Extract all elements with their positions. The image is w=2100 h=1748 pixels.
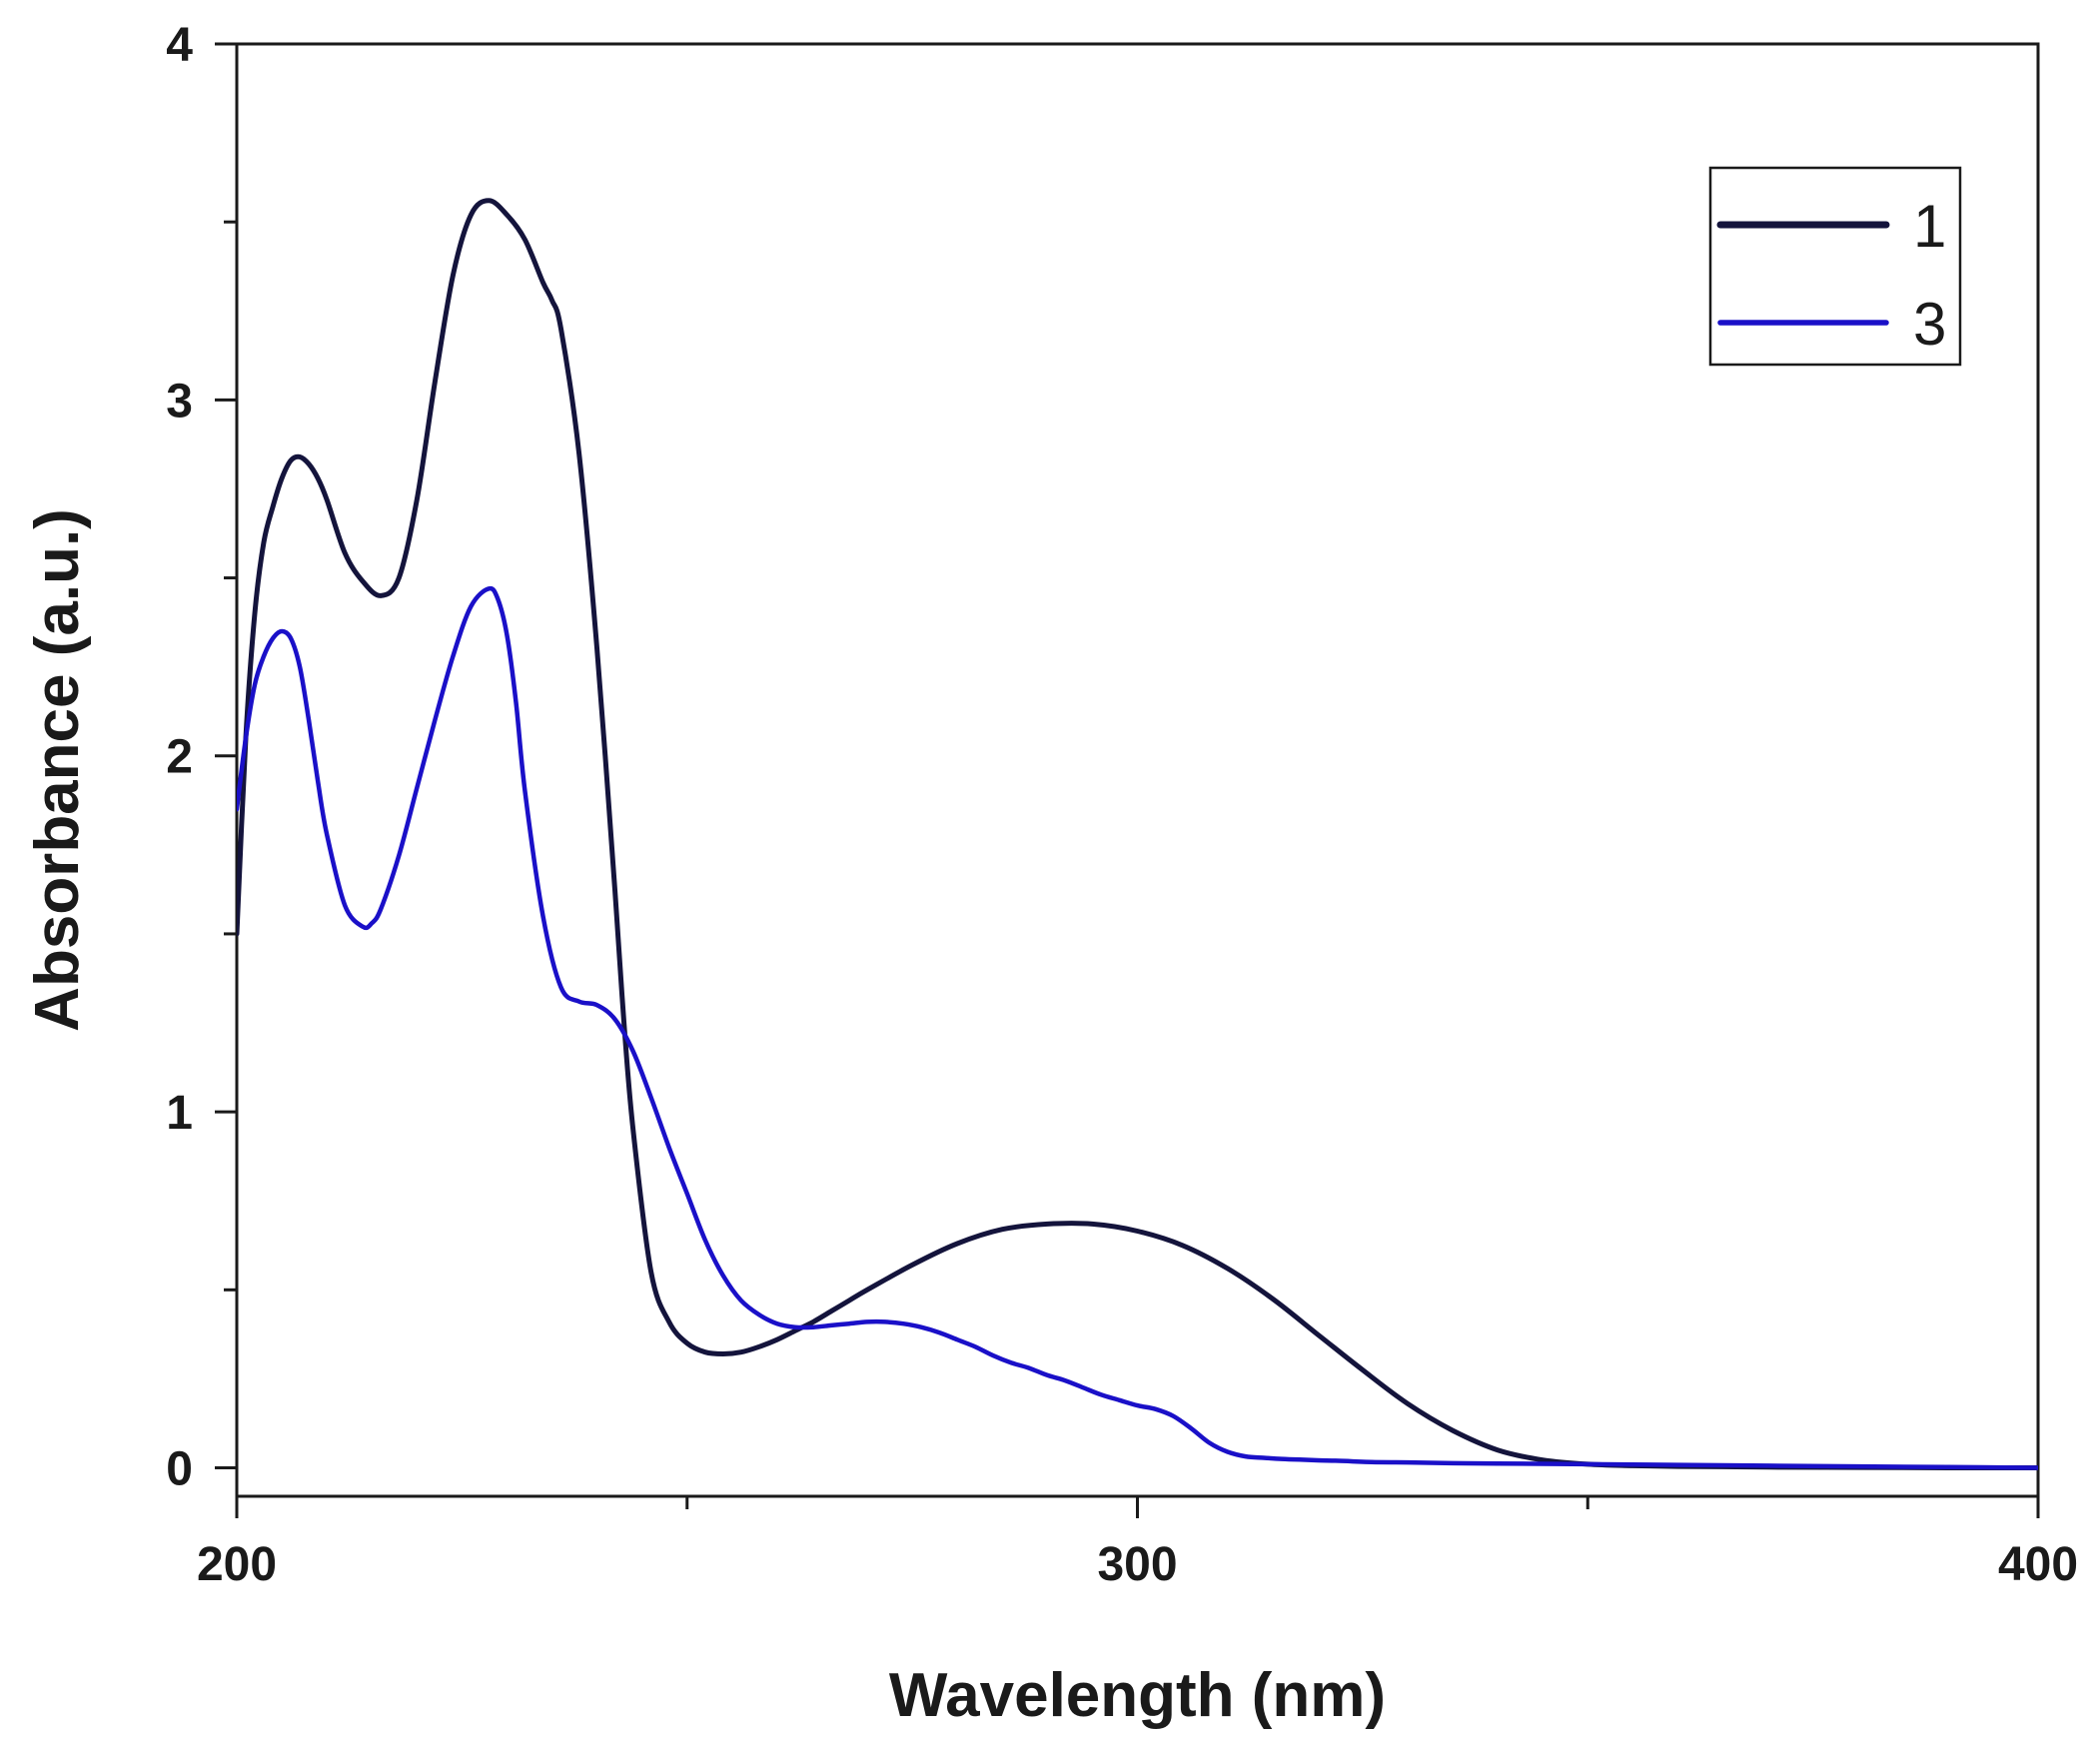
series-line-1 bbox=[237, 198, 2038, 1471]
x-axis-title: Wavelength (nm) bbox=[889, 1661, 1386, 1730]
y-tick-label: 4 bbox=[166, 19, 193, 72]
y-tick-label: 2 bbox=[166, 731, 193, 784]
x-tick-label: 300 bbox=[1097, 1538, 1177, 1591]
y-tick-label: 3 bbox=[166, 375, 193, 428]
y-tick-label: 0 bbox=[166, 1442, 193, 1495]
y-tick-label: 1 bbox=[166, 1087, 193, 1140]
legend: 13 bbox=[1708, 166, 1962, 367]
x-axis: 200 300 400 bbox=[197, 1496, 2078, 1591]
legend-label-3: 3 bbox=[1913, 291, 1946, 358]
y-axis-title: Absorbance (a.u.) bbox=[23, 508, 92, 1032]
y-axis: 0 1 2 3 4 bbox=[166, 19, 237, 1495]
x-tick-label: 200 bbox=[197, 1538, 277, 1591]
series-line-3 bbox=[237, 585, 2038, 1470]
legend-label-1: 1 bbox=[1913, 193, 1946, 260]
legend-box bbox=[1708, 166, 1962, 367]
x-tick-label: 400 bbox=[1998, 1538, 2078, 1591]
series-layer bbox=[237, 198, 2038, 1471]
